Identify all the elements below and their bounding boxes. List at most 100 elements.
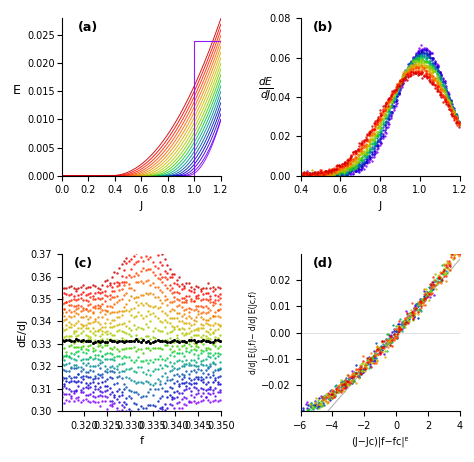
Point <box>171 323 178 330</box>
Point <box>390 86 398 94</box>
Point <box>352 149 360 157</box>
Point <box>423 54 431 61</box>
Point <box>383 110 390 117</box>
Point <box>424 288 431 296</box>
Point <box>404 69 412 77</box>
Point <box>366 363 374 370</box>
Point <box>416 44 423 51</box>
Point <box>425 73 433 81</box>
Point <box>308 172 316 179</box>
Point <box>307 172 314 179</box>
Point <box>308 401 315 409</box>
Point <box>77 373 85 380</box>
Point <box>94 392 101 400</box>
Point <box>392 86 400 94</box>
Point <box>390 103 398 110</box>
Point <box>442 90 450 97</box>
Point <box>412 62 420 70</box>
Point <box>374 116 382 123</box>
Point <box>335 172 343 179</box>
Point <box>349 164 357 172</box>
Point <box>419 60 426 67</box>
Point <box>135 293 142 301</box>
Point <box>390 102 398 109</box>
Point <box>123 415 130 422</box>
Point <box>343 163 350 170</box>
Point <box>392 322 400 329</box>
Point <box>130 294 137 301</box>
Point <box>311 171 319 179</box>
Point <box>99 359 106 366</box>
Point <box>211 392 219 400</box>
Point <box>149 291 156 298</box>
Point <box>398 75 406 83</box>
Point <box>87 300 94 308</box>
Point <box>84 284 92 291</box>
Point <box>438 85 445 92</box>
Point <box>442 86 450 93</box>
Point <box>60 334 68 341</box>
Point <box>180 282 188 290</box>
Point <box>175 349 183 357</box>
Point <box>430 75 438 82</box>
Point <box>103 282 111 290</box>
Point <box>366 156 374 163</box>
Point <box>324 170 331 177</box>
Point <box>362 151 369 158</box>
Point <box>137 394 145 401</box>
Point <box>436 73 444 81</box>
Point <box>328 169 336 176</box>
Point <box>182 279 190 286</box>
Point <box>452 115 459 122</box>
Point <box>161 414 169 422</box>
Point <box>101 378 109 385</box>
Point <box>390 91 398 98</box>
Point <box>322 168 330 175</box>
Point <box>326 172 333 179</box>
Point <box>171 270 178 277</box>
Point <box>103 341 111 348</box>
Point <box>65 301 73 309</box>
Point <box>405 317 412 325</box>
Point <box>376 117 383 125</box>
Point <box>346 168 354 176</box>
Point <box>171 338 178 346</box>
Point <box>362 365 370 372</box>
Point <box>318 170 325 178</box>
Point <box>387 332 394 339</box>
Point <box>343 163 350 170</box>
Point <box>182 339 190 346</box>
Point <box>118 334 126 342</box>
Point <box>450 108 458 116</box>
Point <box>385 97 393 104</box>
Point <box>404 66 412 73</box>
Point <box>338 172 346 179</box>
Point <box>103 292 111 300</box>
Point <box>318 172 325 179</box>
Point <box>299 172 306 179</box>
Point <box>365 154 373 162</box>
Point <box>336 383 343 390</box>
Point <box>182 315 190 322</box>
Point <box>161 293 169 300</box>
Point <box>211 309 219 316</box>
Point <box>74 331 82 339</box>
Point <box>341 166 349 174</box>
Point <box>190 326 198 334</box>
Point <box>303 169 311 176</box>
Point <box>374 120 382 127</box>
Point <box>360 141 368 149</box>
Point <box>321 172 328 179</box>
Point <box>433 279 441 286</box>
Point <box>332 167 339 175</box>
Point <box>330 170 338 177</box>
Point <box>354 154 362 161</box>
Point <box>379 340 386 348</box>
Point <box>389 91 396 98</box>
Point <box>406 63 414 70</box>
Point <box>77 378 85 386</box>
Point <box>110 280 118 287</box>
Point <box>350 377 357 384</box>
Point <box>301 170 308 178</box>
Point <box>130 286 137 293</box>
